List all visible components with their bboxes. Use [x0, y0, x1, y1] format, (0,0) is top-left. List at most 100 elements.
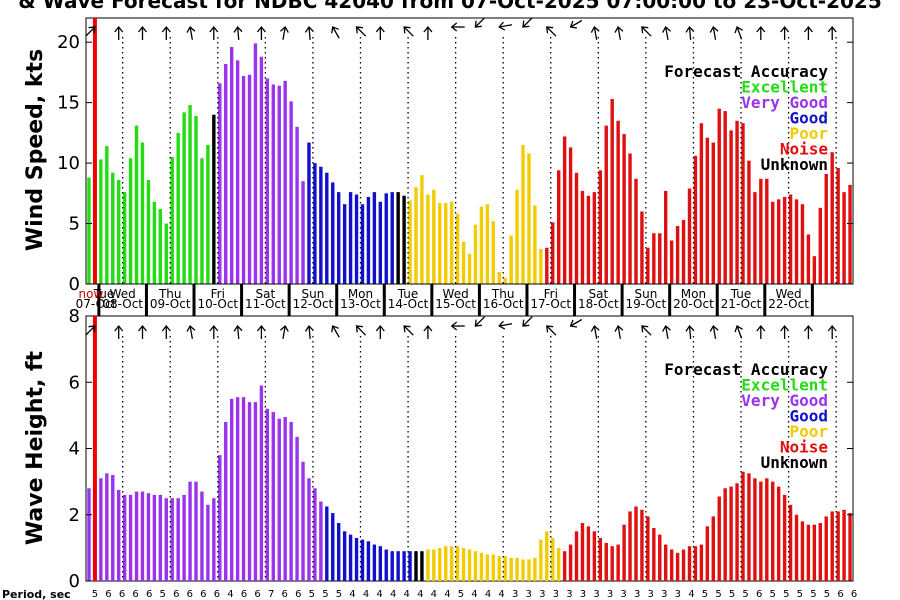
bar [521, 559, 525, 581]
bar [111, 172, 115, 284]
direction-arrow-icon [450, 321, 465, 331]
period-value: 3 [539, 589, 545, 600]
bar [188, 481, 192, 582]
direction-arrow-icon [803, 324, 813, 339]
bar [396, 551, 400, 581]
bar [111, 475, 115, 581]
day-name: Fri [211, 287, 225, 301]
bar [788, 194, 793, 284]
bar [794, 199, 799, 284]
direction-arrow-icon [85, 26, 96, 37]
period-value: 6 [241, 589, 247, 600]
bar [283, 80, 287, 285]
bar [652, 233, 656, 284]
bar [836, 167, 840, 284]
legend-item: Excellent [741, 376, 828, 395]
day-name: Tue [397, 287, 419, 301]
day-date: 19-Oct [626, 297, 667, 311]
day-date: 09-Oct [150, 297, 191, 311]
period-value: 4 [471, 589, 477, 600]
bar [479, 552, 484, 581]
direction-arrow-icon [256, 324, 266, 339]
direction-arrow-icon [734, 325, 743, 339]
bar [473, 551, 478, 581]
bar [170, 157, 174, 284]
day-name: Mon [681, 287, 706, 301]
period-value: 4 [349, 589, 355, 600]
bar [604, 125, 608, 284]
bar [533, 205, 537, 284]
direction-arrow-icon [685, 25, 695, 41]
bar [253, 402, 258, 582]
period-value: 5 [783, 589, 789, 600]
bar [307, 142, 311, 284]
bar [473, 224, 478, 284]
bar [354, 194, 359, 284]
bar [521, 144, 525, 284]
period-value: 5 [810, 589, 816, 600]
bar [848, 184, 852, 284]
bar [461, 547, 466, 582]
bar [384, 549, 388, 581]
bar [652, 528, 656, 581]
bar [449, 201, 454, 284]
bar [283, 417, 287, 581]
bar [776, 486, 781, 581]
day-date: 18-Oct [578, 297, 619, 311]
bar [634, 178, 638, 284]
direction-arrow-icon [161, 324, 171, 339]
direction-arrow-icon [614, 25, 624, 40]
bar [455, 213, 460, 284]
direction-arrow-icon [450, 22, 465, 32]
bar [241, 76, 246, 284]
bar [325, 506, 329, 581]
direction-arrow-icon [114, 25, 124, 40]
bar [509, 557, 513, 581]
bar [206, 504, 210, 581]
direction-arrow-icon [569, 318, 583, 328]
legend-item: Very Good [741, 93, 828, 112]
legend-title: Forecast Accuracy [664, 62, 828, 81]
direction-arrow-icon [355, 26, 367, 37]
bar [705, 526, 710, 581]
bar [759, 481, 763, 582]
bar [122, 192, 127, 284]
bar [301, 461, 305, 581]
bar [313, 163, 317, 284]
direction-arrow-icon [590, 324, 600, 339]
y-tick-label: 5 [69, 214, 80, 235]
bar [628, 511, 632, 581]
period-value: 6 [214, 589, 220, 600]
direction-arrow-icon [403, 26, 414, 37]
direction-arrow-icon [756, 324, 766, 339]
bar [806, 524, 811, 581]
bar [664, 544, 668, 581]
bar [289, 422, 293, 581]
bar [224, 63, 228, 285]
bar [313, 488, 317, 581]
bar [765, 178, 769, 284]
bar [479, 206, 484, 284]
bar [366, 541, 371, 581]
bar [616, 120, 620, 285]
bar [117, 180, 121, 284]
bar [271, 84, 275, 284]
day-name: Wed [776, 287, 802, 301]
direction-arrow-icon [304, 25, 314, 41]
bar [99, 478, 103, 581]
bar [491, 554, 495, 581]
bar [467, 253, 472, 284]
bar [830, 511, 834, 581]
period-value: 4 [431, 589, 437, 600]
direction-arrow-icon [827, 25, 837, 40]
y-axis-label: Wind Speed, kts [23, 49, 48, 251]
bar [741, 471, 745, 581]
period-value: 7 [268, 589, 274, 600]
bar [247, 74, 252, 284]
period-value: 6 [254, 589, 260, 600]
bar [224, 422, 228, 581]
period-value: 6 [851, 589, 857, 600]
